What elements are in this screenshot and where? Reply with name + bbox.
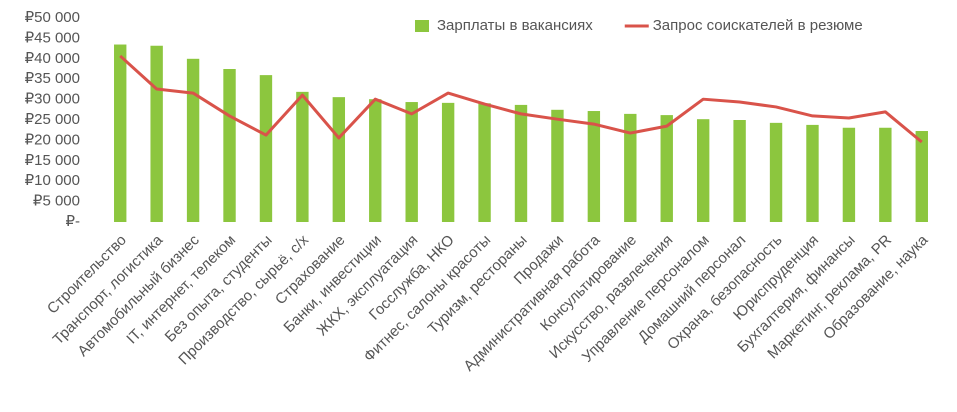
bar bbox=[223, 69, 236, 222]
bar bbox=[624, 113, 637, 222]
y-tick-label: ₽5 000 bbox=[33, 193, 80, 210]
y-tick-label: ₽40 000 bbox=[25, 50, 80, 67]
y-tick-label: ₽20 000 bbox=[25, 131, 80, 148]
bar bbox=[915, 131, 928, 222]
line bbox=[119, 54, 923, 144]
bar bbox=[879, 127, 892, 222]
bar bbox=[186, 58, 200, 222]
bar bbox=[441, 102, 455, 222]
bar bbox=[259, 75, 273, 223]
y-tick-label: ₽10 000 bbox=[25, 172, 80, 189]
y-tick-label: ₽15 000 bbox=[25, 152, 80, 169]
bar bbox=[369, 99, 382, 222]
bar bbox=[332, 97, 346, 222]
bar bbox=[660, 115, 673, 222]
bar bbox=[587, 111, 601, 222]
bar bbox=[806, 124, 819, 222]
bar bbox=[551, 109, 564, 222]
bar bbox=[296, 91, 309, 223]
legend-label: Запрос соискателей в резюме bbox=[653, 17, 863, 34]
y-tick-label: ₽45 000 bbox=[25, 29, 80, 46]
legend-label: Зарплаты в вакансиях bbox=[437, 17, 593, 34]
y-tick-label: ₽30 000 bbox=[25, 91, 80, 108]
bar bbox=[696, 119, 710, 222]
bar bbox=[478, 103, 491, 222]
bar bbox=[733, 120, 746, 222]
bar bbox=[514, 104, 528, 222]
y-tick-label: ₽- bbox=[65, 213, 80, 230]
bar bbox=[150, 45, 163, 222]
y-tick-label: ₽35 000 bbox=[25, 70, 80, 87]
legend-swatch bbox=[415, 20, 429, 32]
bar bbox=[842, 127, 856, 222]
bar bbox=[114, 44, 127, 222]
y-tick-label: ₽50 000 bbox=[25, 9, 80, 26]
bar bbox=[769, 122, 783, 222]
bar bbox=[405, 102, 418, 222]
y-tick-label: ₽25 000 bbox=[25, 111, 80, 128]
